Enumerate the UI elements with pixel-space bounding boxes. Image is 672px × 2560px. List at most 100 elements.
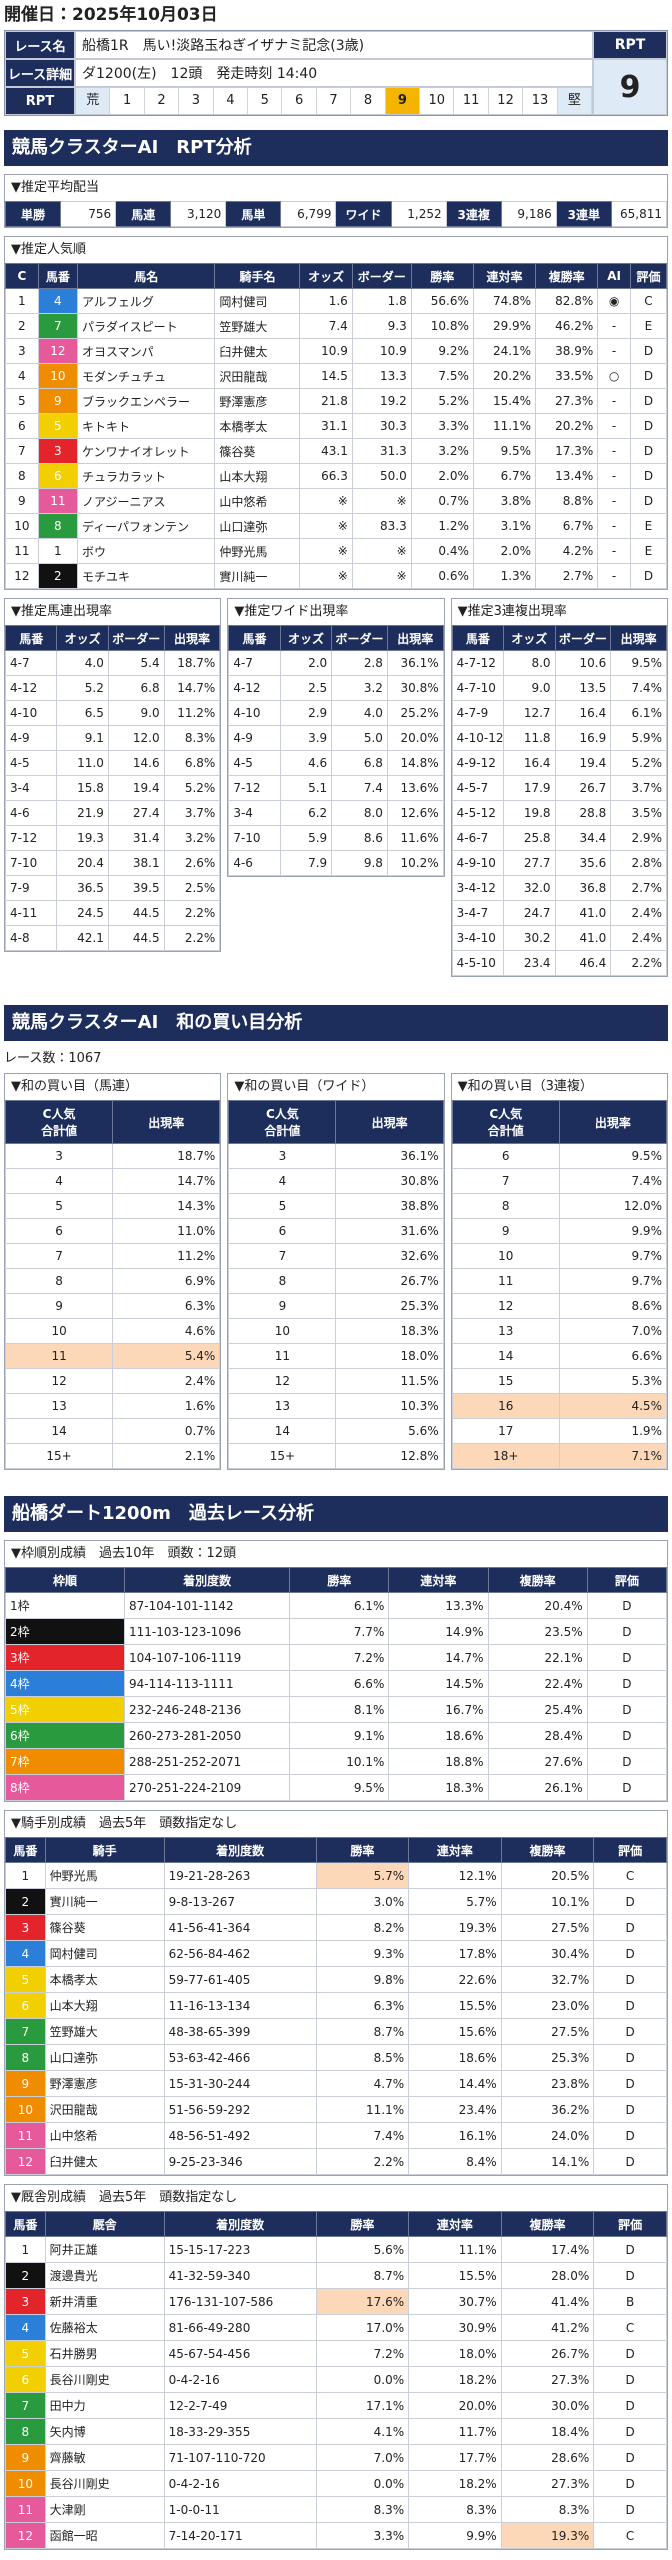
column-header-line: 合計値 <box>487 1124 524 1138</box>
cell: 3-4-12 <box>451 875 505 901</box>
cell: 2.7% <box>610 875 667 901</box>
cell: 3枠 <box>5 1644 125 1671</box>
cell: 7.9 <box>279 850 333 876</box>
cell: 0.0% <box>315 2470 410 2497</box>
column-header-line: C人気 <box>42 1107 76 1121</box>
payout-value: 6,799 <box>280 201 337 227</box>
cell: 25.4% <box>487 1696 588 1723</box>
cell: 11 <box>5 2122 46 2149</box>
cell: D <box>593 2340 667 2367</box>
column-header: ボーダー <box>351 263 412 289</box>
data-row: 16 4.5% <box>451 1393 667 1419</box>
cell: D <box>629 488 668 514</box>
data-table: 枠順 着別度数 勝率 連対率 複勝率 評価 1枠 87-104-101-1142 6.1% 13.… <box>5 1567 668 1801</box>
scale-step: 1 <box>110 88 145 114</box>
cell: 3.8% <box>472 488 537 514</box>
cell: 1.8 <box>351 288 412 314</box>
cell: 4.2% <box>535 538 599 564</box>
cell: 81-66-49-280 <box>163 2314 317 2341</box>
cell: 30.9% <box>408 2314 502 2341</box>
estimate-tables: ▼推定馬連出現率 馬番 オッズ ボーダー 出現率 4-7 4.0 5.4 18.7% 4-12 5.… <box>4 598 668 977</box>
cell: 4-5 <box>4 750 58 776</box>
cell: モチユキ <box>76 563 216 589</box>
cell: D <box>593 1888 667 1915</box>
cell: - <box>597 488 631 514</box>
header-row: C人気 合計値 出現率 <box>228 1100 444 1144</box>
cell: 15-31-30-244 <box>163 2070 317 2097</box>
cell: 4-9-10 <box>451 850 505 876</box>
cell: 11.1% <box>472 413 537 439</box>
cell: C <box>593 1862 667 1889</box>
race-info: レース名 船橋1R 馬い!淡路玉ねぎイザナミ記念(3歳) RPT レース詳細 ダ… <box>4 30 668 116</box>
cell: 32.7% <box>500 1966 595 1993</box>
cell: 48-38-65-399 <box>163 2018 317 2045</box>
data-row: 7枠 288-251-252-2071 10.1% 18.8% 27.6% D <box>5 1748 668 1775</box>
cell: 3-4-10 <box>451 925 505 951</box>
cell: 矢内博 <box>44 2418 165 2445</box>
cell: 2.4% <box>610 925 667 951</box>
cell: 4.6% <box>112 1318 221 1344</box>
cell: 8 <box>4 1268 114 1294</box>
cell: 齊藤敏 <box>44 2444 165 2471</box>
cell: 山本大翔 <box>214 463 301 489</box>
cell: - <box>597 563 631 589</box>
header-row: C人気 合計値 出現率 <box>4 1100 221 1144</box>
data-row: 4-6-7 25.8 34.4 2.9% <box>451 825 667 851</box>
cell: 2.1% <box>112 1443 221 1469</box>
cell: 10.6 <box>554 650 612 676</box>
column-header: オッズ <box>503 625 556 651</box>
scale-step: 12 <box>489 88 524 114</box>
cell: 25.3% <box>335 1293 444 1319</box>
wide-table: ▼推定ワイド出現率 馬番 オッズ ボーダー 出現率 4-7 2.0 2.8 36.1% 4-12 2… <box>227 598 445 877</box>
cell: 3.3% <box>315 2522 410 2549</box>
data-row: 4-5 11.0 14.6 6.8% <box>4 750 221 776</box>
cell: 28.4% <box>487 1722 588 1749</box>
column-header: 騎手名 <box>214 263 301 289</box>
cell: 佐藤裕太 <box>44 2314 165 2341</box>
column-header: オッズ <box>56 625 109 651</box>
cell: 28.6% <box>500 2444 595 2471</box>
data-table: 馬番 騎手 着別度数 勝率 連対率 複勝率 評価 1 仲野光馬 19-21-28-263 5.7% 1… <box>5 1837 667 2175</box>
cell: 8.3% <box>163 725 221 751</box>
cell: 9 <box>37 388 78 414</box>
frame-table: ▼枠順別成績 過去10年 頭数：12頭枠順 着別度数 勝率 連対率 複勝率 評価 1枠 87-… <box>4 1540 668 1802</box>
cell: 仲野光馬 <box>214 538 301 564</box>
cell: 4 <box>5 363 39 389</box>
cell: 岡村健司 <box>214 288 301 314</box>
section-title: 競馬クラスターAI 和の買い目分析 <box>4 1005 668 1041</box>
cell: 30.2 <box>503 925 556 951</box>
cell: 14 <box>228 1418 337 1444</box>
cell: 48-56-51-492 <box>163 2122 317 2149</box>
column-header: 馬番 <box>451 625 505 651</box>
cell: 7-10 <box>4 850 58 876</box>
cell: 4-11 <box>4 900 58 926</box>
cell: 10 <box>5 2096 46 2123</box>
table-title: ▼推定平均配当 <box>11 180 99 195</box>
cell: 3 <box>5 338 39 364</box>
table-title: ▼枠順別成績 過去10年 頭数：12頭 <box>11 1546 237 1561</box>
column-header: 馬番 <box>228 625 281 651</box>
cell: 7.0% <box>558 1318 667 1344</box>
cell: 41.4% <box>500 2288 595 2315</box>
cell: 7.4% <box>315 2122 410 2149</box>
data-row: 10 9.7% <box>451 1243 667 1269</box>
data-row: 3-4-7 24.7 41.0 2.4% <box>451 900 667 926</box>
cell: 山中悠希 <box>214 488 301 514</box>
cell: 31.1 <box>299 413 353 439</box>
cell: 0-4-2-16 <box>163 2366 317 2393</box>
cell: 18.3% <box>335 1318 444 1344</box>
past-section: 船橋ダート1200m 過去レース分析 ▼枠順別成績 過去10年 頭数：12頭 枠順着… <box>4 1496 668 2550</box>
cell: 4-5-10 <box>451 950 505 976</box>
cell: 沢田龍哉 <box>214 363 301 389</box>
cell: 8.3% <box>315 2496 410 2523</box>
cell: 5.2% <box>410 388 474 414</box>
cell: 26.7 <box>554 775 612 801</box>
cell: アルフェルグ <box>76 288 216 314</box>
cell: 24.5 <box>56 900 109 926</box>
race-detail-label: レース詳細 <box>5 59 75 87</box>
cell: 4-6-7 <box>451 825 505 851</box>
header-row: 馬番 オッズ ボーダー 出現率 <box>451 625 667 651</box>
data-row: 8 6.9% <box>4 1268 221 1294</box>
cell: 50.0 <box>351 463 412 489</box>
